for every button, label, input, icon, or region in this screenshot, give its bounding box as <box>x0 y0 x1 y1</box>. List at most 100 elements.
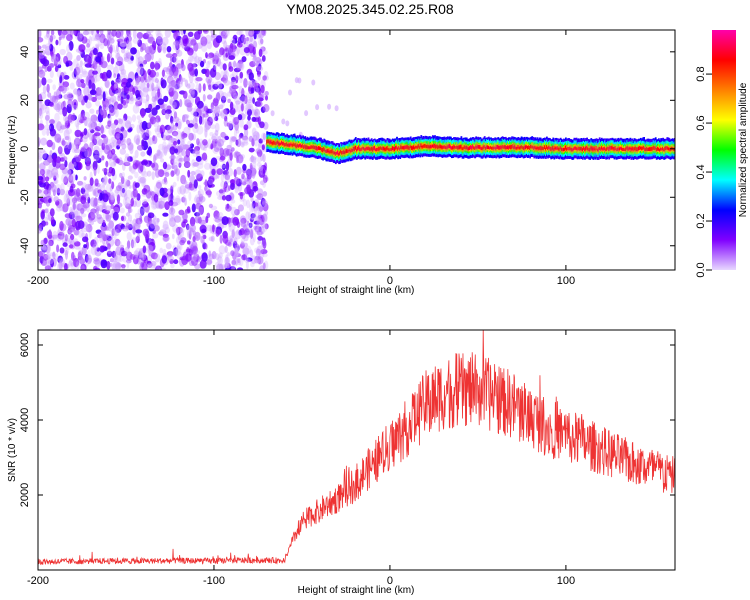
band-cell <box>597 147 600 152</box>
noise-blob <box>89 89 97 96</box>
noise-blob <box>113 233 117 243</box>
noise-blob <box>54 133 62 143</box>
noise-blob <box>223 183 227 193</box>
noise-blob <box>186 206 191 213</box>
noise-blob <box>189 216 196 227</box>
noise-blob <box>247 115 251 121</box>
noise-blob <box>137 220 141 228</box>
band-cell <box>461 147 464 151</box>
noise-blob <box>118 157 123 164</box>
band-cell <box>637 146 640 151</box>
band-cell <box>649 147 652 151</box>
noise-blob <box>114 188 119 197</box>
noise-blob <box>106 64 114 71</box>
band-cell <box>560 147 563 151</box>
noise-blob <box>133 250 140 258</box>
band-cell <box>521 146 524 149</box>
noise-blob <box>93 166 97 177</box>
band-cell <box>417 145 419 149</box>
noise-blob <box>119 72 126 77</box>
noise-blob <box>153 193 159 203</box>
band-cell <box>441 145 444 150</box>
noise-blob <box>179 99 183 108</box>
band-cell <box>565 145 567 150</box>
noise-blob <box>217 223 222 228</box>
noise-blob <box>38 189 42 194</box>
noise-blob <box>249 236 255 246</box>
noise-blob <box>154 153 158 161</box>
noise-blob <box>80 213 87 218</box>
noise-blob <box>49 102 55 108</box>
noise-blob <box>107 243 111 250</box>
noise-blob <box>120 215 125 221</box>
noise-blob <box>262 104 270 113</box>
noise-blob <box>119 41 127 47</box>
noise-blob <box>44 66 48 73</box>
noise-blob <box>244 127 249 138</box>
noise-blob <box>251 169 256 179</box>
noise-blob <box>183 161 191 169</box>
noise-blob <box>179 137 185 147</box>
noise-blob <box>61 138 65 146</box>
noise-blob <box>60 235 64 241</box>
noise-blob <box>91 185 97 193</box>
noise-blob <box>108 106 116 117</box>
noise-blob <box>257 74 261 81</box>
noise-blob <box>95 56 102 63</box>
colorbar: 0.00.20.40.60.8 Normalized spectral ampl… <box>695 30 749 278</box>
noise-blob <box>241 103 244 112</box>
noise-blob <box>234 209 240 216</box>
noise-blob <box>42 260 47 266</box>
band-cell <box>464 146 467 150</box>
x-tick-label: 100 <box>557 575 575 587</box>
noise-blob <box>221 163 226 170</box>
band-cell <box>652 145 655 150</box>
band-cell <box>534 145 537 149</box>
noise-blob <box>56 206 62 212</box>
band-cell <box>432 144 434 148</box>
noise-blob <box>262 214 268 222</box>
band-cell <box>499 145 502 150</box>
noise-blob <box>232 216 239 226</box>
noise-blob <box>114 228 120 236</box>
noise-blob <box>262 75 267 81</box>
noise-blob <box>224 176 231 184</box>
noise-blob <box>233 92 238 100</box>
noise-blob <box>129 219 134 228</box>
noise-blob <box>62 203 69 213</box>
noise-blob <box>169 55 173 63</box>
noise-blob <box>158 204 163 210</box>
noise-blob <box>93 135 101 145</box>
noise-blob <box>132 188 138 198</box>
noise-blob <box>92 243 99 251</box>
y-tick-label: 6000 <box>19 333 31 357</box>
noise-blob <box>191 254 198 262</box>
noise-blob <box>52 189 56 197</box>
noise-blob <box>102 168 108 172</box>
noise-blob <box>230 182 235 190</box>
noise-blob <box>224 261 230 267</box>
band-cell <box>314 145 317 150</box>
noise-blob <box>108 152 112 161</box>
noise-blob <box>46 169 51 175</box>
noise-blob <box>130 47 137 55</box>
noise-blob <box>190 90 195 98</box>
noise-blob <box>194 146 201 152</box>
noise-blob <box>225 194 232 202</box>
noise-blob <box>192 124 199 134</box>
band-cell <box>371 147 374 152</box>
noise-blob <box>174 197 181 206</box>
noise-blob <box>38 156 43 162</box>
band-cell <box>272 140 275 145</box>
band-cell <box>401 146 404 150</box>
x-tick-label: 100 <box>557 275 575 287</box>
noise-blob <box>111 30 117 37</box>
noise-blob <box>197 188 204 198</box>
band-cell <box>620 146 622 150</box>
noise-blob <box>226 263 230 269</box>
noise-blob <box>260 38 264 45</box>
noise-blob <box>120 68 127 76</box>
band-cell <box>307 146 310 150</box>
noise-blob <box>123 196 128 206</box>
noise-blob <box>69 82 75 90</box>
